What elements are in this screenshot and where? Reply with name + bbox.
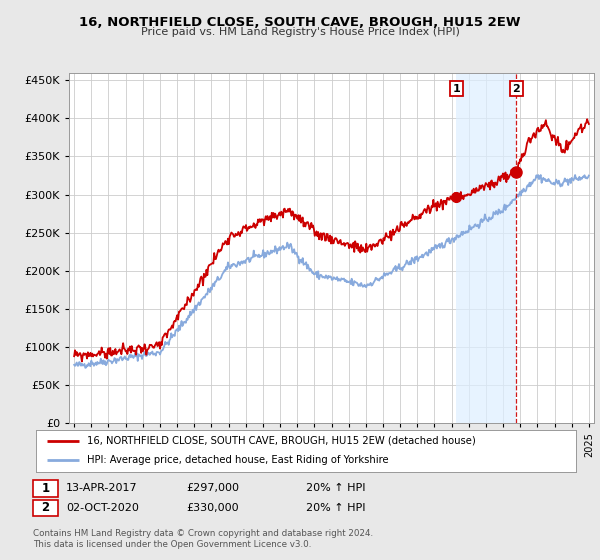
Text: 16, NORTHFIELD CLOSE, SOUTH CAVE, BROUGH, HU15 2EW: 16, NORTHFIELD CLOSE, SOUTH CAVE, BROUGH… [79,16,521,29]
Text: 2: 2 [41,501,50,515]
Text: 16, NORTHFIELD CLOSE, SOUTH CAVE, BROUGH, HU15 2EW (detached house): 16, NORTHFIELD CLOSE, SOUTH CAVE, BROUGH… [88,436,476,446]
Text: 2: 2 [512,83,520,94]
Text: £297,000: £297,000 [186,483,239,493]
Text: 02-OCT-2020: 02-OCT-2020 [66,503,139,513]
Text: 20% ↑ HPI: 20% ↑ HPI [306,483,365,493]
Text: Contains HM Land Registry data © Crown copyright and database right 2024.
This d: Contains HM Land Registry data © Crown c… [33,529,373,549]
Text: £330,000: £330,000 [186,503,239,513]
Text: HPI: Average price, detached house, East Riding of Yorkshire: HPI: Average price, detached house, East… [88,455,389,465]
Text: 1: 1 [41,482,50,495]
Text: 1: 1 [452,83,460,94]
Text: Price paid vs. HM Land Registry's House Price Index (HPI): Price paid vs. HM Land Registry's House … [140,27,460,37]
Text: 13-APR-2017: 13-APR-2017 [66,483,137,493]
Text: 20% ↑ HPI: 20% ↑ HPI [306,503,365,513]
Bar [457,73,517,423]
